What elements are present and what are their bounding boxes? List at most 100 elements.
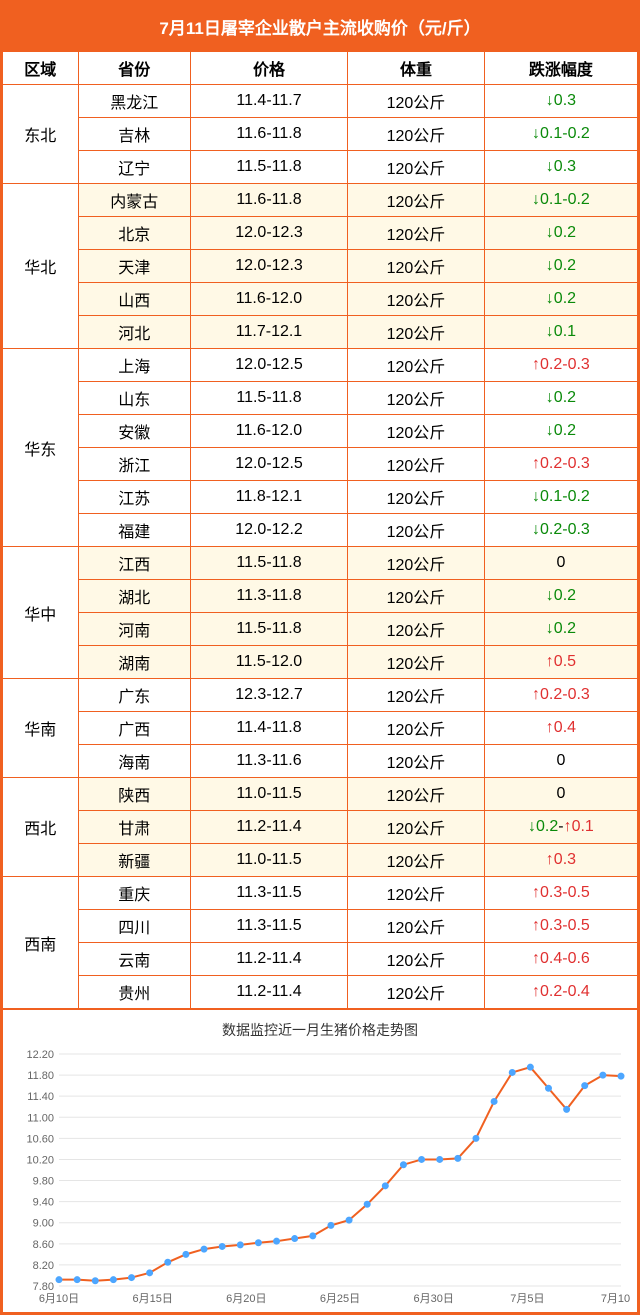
data-cell: 12.3-12.7 [190,679,347,712]
table-row: 天津12.0-12.3120公斤↓0.2 [3,250,638,283]
data-cell: 120公斤 [348,448,485,481]
data-cell: 黑龙江 [78,85,190,118]
data-cell: 重庆 [78,877,190,910]
data-cell: 12.0-12.3 [190,217,347,250]
table-row: 西北陕西11.0-11.5120公斤0 [3,778,638,811]
data-cell: 湖北 [78,580,190,613]
change-cell: ↓0.3 [484,151,637,184]
svg-text:10.60: 10.60 [26,1133,54,1145]
table-row: 北京12.0-12.3120公斤↓0.2 [3,217,638,250]
data-cell: 甘肃 [78,811,190,844]
trend-chart: 7.808.208.609.009.409.8010.2010.6011.001… [11,1048,631,1308]
table-row: 山西11.6-12.0120公斤↓0.2 [3,283,638,316]
data-cell: 云南 [78,943,190,976]
data-cell: 山西 [78,283,190,316]
chart-title: 数据监控近一月生猪价格走势图 [11,1020,629,1040]
change-cell: ↓0.2 [484,217,637,250]
table-row: 广西11.4-11.8120公斤↑0.4 [3,712,638,745]
data-cell: 11.7-12.1 [190,316,347,349]
data-cell: 新疆 [78,844,190,877]
data-cell: 120公斤 [348,217,485,250]
change-cell: ↓0.2 [484,613,637,646]
data-cell: 120公斤 [348,283,485,316]
change-cell: ↑0.2-0.3 [484,679,637,712]
svg-text:10.20: 10.20 [26,1154,54,1166]
data-cell: 120公斤 [348,976,485,1009]
svg-text:9.40: 9.40 [33,1197,54,1209]
data-cell: 内蒙古 [78,184,190,217]
table-row: 江苏11.8-12.1120公斤↓0.1-0.2 [3,481,638,514]
data-cell: 河北 [78,316,190,349]
change-cell: ↑0.3-0.5 [484,910,637,943]
change-cell: ↑0.5 [484,646,637,679]
svg-text:12.20: 12.20 [26,1049,54,1061]
change-cell: ↑0.2-0.3 [484,448,637,481]
change-cell: ↓0.2 [484,382,637,415]
data-cell: 11.0-11.5 [190,844,347,877]
data-cell: 120公斤 [348,316,485,349]
data-cell: 江苏 [78,481,190,514]
table-row: 安徽11.6-12.0120公斤↓0.2 [3,415,638,448]
change-cell: ↓0.3 [484,85,637,118]
svg-text:8.60: 8.60 [33,1239,54,1251]
svg-text:6月30日: 6月30日 [413,1293,453,1305]
data-cell: 11.5-12.0 [190,646,347,679]
change-cell: ↓0.1 [484,316,637,349]
chart-container: 数据监控近一月生猪价格走势图 7.808.208.609.009.409.801… [2,1009,638,1313]
data-cell: 江西 [78,547,190,580]
data-cell: 120公斤 [348,481,485,514]
data-cell: 120公斤 [348,580,485,613]
data-cell: 11.5-11.8 [190,547,347,580]
change-cell: ↓0.1-0.2 [484,184,637,217]
table-row: 福建12.0-12.2120公斤↓0.2-0.3 [3,514,638,547]
table-row: 辽宁11.5-11.8120公斤↓0.3 [3,151,638,184]
table-row: 云南11.2-11.4120公斤↑0.4-0.6 [3,943,638,976]
data-cell: 11.5-11.8 [190,151,347,184]
data-cell: 120公斤 [348,679,485,712]
svg-text:6月15日: 6月15日 [132,1293,172,1305]
data-cell: 120公斤 [348,184,485,217]
change-cell: ↑0.4 [484,712,637,745]
data-cell: 120公斤 [348,415,485,448]
data-cell: 120公斤 [348,250,485,283]
change-cell: 0 [484,745,637,778]
data-cell: 120公斤 [348,646,485,679]
table-row: 河北11.7-12.1120公斤↓0.1 [3,316,638,349]
data-cell: 11.3-11.5 [190,877,347,910]
data-cell: 广东 [78,679,190,712]
change-cell: ↓0.2 [484,283,637,316]
svg-text:11.00: 11.00 [27,1112,54,1124]
table-row: 甘肃11.2-11.4120公斤↓0.2-↑0.1 [3,811,638,844]
col-header: 省份 [78,52,190,85]
data-cell: 海南 [78,745,190,778]
data-cell: 12.0-12.2 [190,514,347,547]
data-cell: 12.0-12.3 [190,250,347,283]
data-cell: 天津 [78,250,190,283]
price-table: 区域省份价格体重跌涨幅度 东北黑龙江11.4-11.7120公斤↓0.3吉林11… [2,51,638,1009]
svg-text:6月20日: 6月20日 [226,1293,266,1305]
table-row: 华东上海12.0-12.5120公斤↑0.2-0.3 [3,349,638,382]
change-cell: ↓0.2 [484,580,637,613]
region-cell: 华南 [3,679,79,778]
svg-text:6月25日: 6月25日 [320,1293,360,1305]
table-row: 吉林11.6-11.8120公斤↓0.1-0.2 [3,118,638,151]
price-table-container: 7月11日屠宰企业散户主流收购价（元/斤） 区域省份价格体重跌涨幅度 东北黑龙江… [0,0,640,1315]
change-cell: ↓0.2-↑0.1 [484,811,637,844]
region-cell: 华东 [3,349,79,547]
data-cell: 120公斤 [348,514,485,547]
data-cell: 安徽 [78,415,190,448]
data-cell: 120公斤 [348,349,485,382]
table-row: 四川11.3-11.5120公斤↑0.3-0.5 [3,910,638,943]
change-cell: ↓0.1-0.2 [484,481,637,514]
change-cell: 0 [484,778,637,811]
change-cell: 0 [484,547,637,580]
data-cell: 浙江 [78,448,190,481]
region-cell: 东北 [3,85,79,184]
table-row: 湖南11.5-12.0120公斤↑0.5 [3,646,638,679]
change-cell: ↑0.3 [484,844,637,877]
data-cell: 11.5-11.8 [190,382,347,415]
table-row: 贵州11.2-11.4120公斤↑0.2-0.4 [3,976,638,1009]
data-cell: 11.4-11.8 [190,712,347,745]
svg-text:8.20: 8.20 [33,1260,54,1272]
svg-text:7月10日: 7月10日 [601,1293,631,1305]
